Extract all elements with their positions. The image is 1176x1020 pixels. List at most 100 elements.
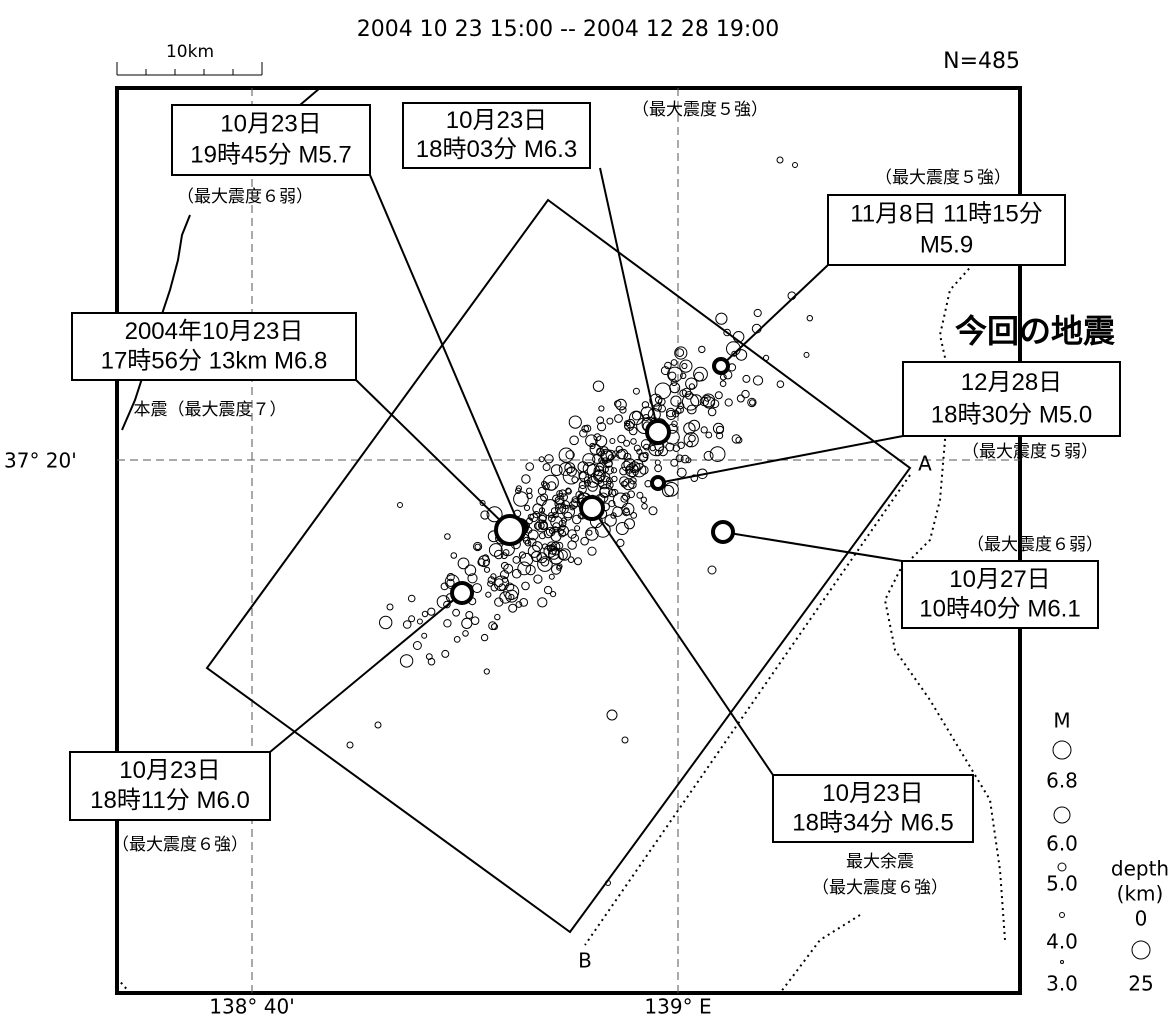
epicenter xyxy=(616,449,626,460)
callout-text: M5.9 xyxy=(920,231,973,258)
lat-label: 37° 20' xyxy=(4,449,77,473)
epicenter xyxy=(670,359,678,366)
epicenter xyxy=(585,527,599,541)
epicenter xyxy=(712,422,725,434)
epicenter xyxy=(532,510,541,519)
epicenter xyxy=(620,494,629,503)
epicenter xyxy=(665,407,676,418)
callout-box xyxy=(901,560,1099,629)
epicenter xyxy=(632,387,640,395)
epicenter xyxy=(523,504,531,511)
epicenter xyxy=(513,491,529,507)
epicenter xyxy=(753,308,762,318)
epicenter xyxy=(537,486,547,496)
intensity: （最大震度６強） xyxy=(812,878,948,898)
epicenter xyxy=(619,466,628,476)
epicenter xyxy=(589,443,601,455)
epicenter xyxy=(407,594,416,603)
intensity: （最大震度６弱） xyxy=(967,535,1103,555)
leader-line xyxy=(369,174,521,528)
leader-line xyxy=(591,507,774,776)
epicenter xyxy=(473,541,483,552)
epicenter xyxy=(457,557,470,570)
epicenter xyxy=(698,345,706,354)
epicenter xyxy=(604,465,614,475)
epicenter xyxy=(427,607,436,616)
lon-label: 139° E xyxy=(644,995,711,1019)
epicenter xyxy=(623,507,630,514)
legend-label: 5.0 xyxy=(1046,872,1078,896)
epicenter xyxy=(612,506,623,518)
callout-box xyxy=(71,312,357,381)
epicenter xyxy=(686,404,697,415)
epicenter xyxy=(572,514,582,525)
callout-text: 11月8日 11時15分 xyxy=(850,201,1043,228)
epicenter xyxy=(676,467,687,478)
epicenter xyxy=(397,502,403,508)
epicenter xyxy=(639,465,649,475)
epicenter xyxy=(664,482,679,497)
epicenter xyxy=(443,619,452,628)
epicenter xyxy=(664,361,672,370)
epicenter xyxy=(731,434,741,444)
legend-label: 4.0 xyxy=(1046,930,1078,954)
leader-line xyxy=(355,379,511,531)
legend-symbol xyxy=(1057,862,1067,872)
legend-symbol xyxy=(1131,940,1151,960)
epicenter xyxy=(621,736,629,744)
epicenter xyxy=(710,399,720,409)
epicenter xyxy=(570,534,579,543)
major-epicenter xyxy=(645,419,671,445)
epicenter xyxy=(685,377,698,390)
epicenter xyxy=(440,582,449,591)
epicenter xyxy=(620,480,628,488)
intensity: 本震（最大震度７） xyxy=(134,400,287,420)
epicenter xyxy=(716,432,724,440)
epicenter xyxy=(672,410,680,418)
epicenter xyxy=(675,454,684,463)
epicenter xyxy=(633,444,641,452)
epicenter xyxy=(556,490,563,497)
epicenter xyxy=(595,435,608,448)
epicenter xyxy=(486,506,503,523)
legend-label: 6.8 xyxy=(1046,769,1078,793)
graticule xyxy=(117,88,1020,993)
epicenter xyxy=(574,557,582,566)
intensity: （最大震度５強） xyxy=(875,168,1011,188)
epicenter xyxy=(607,488,617,498)
epicenter xyxy=(742,374,751,383)
epicenter xyxy=(537,556,553,572)
epicenter xyxy=(615,522,629,535)
epicenter xyxy=(702,396,716,409)
epicenter xyxy=(511,568,522,579)
epicenter xyxy=(537,597,548,608)
epicenter xyxy=(700,426,708,434)
legend-label: 0 xyxy=(1135,907,1148,931)
epicenter xyxy=(441,649,450,658)
epicenter xyxy=(488,543,503,557)
epicenter xyxy=(518,551,527,559)
epicenter xyxy=(636,491,644,499)
epicenter xyxy=(624,420,631,427)
epicenters xyxy=(346,156,813,886)
epicenter xyxy=(533,574,543,584)
epicenter xyxy=(715,425,725,434)
epicenter xyxy=(519,598,529,607)
epicenter xyxy=(583,424,592,433)
section-box xyxy=(205,198,912,934)
epicenter xyxy=(776,156,784,164)
epicenter xyxy=(548,514,556,523)
epicenter xyxy=(578,471,590,482)
callout-box xyxy=(402,102,591,169)
callout-text: 12月28日 xyxy=(961,369,1062,396)
epicenter xyxy=(519,552,534,567)
epicenter xyxy=(723,328,731,337)
epicenter xyxy=(611,488,619,497)
epicenter xyxy=(538,514,547,524)
epicenter xyxy=(521,581,530,591)
epicenter xyxy=(627,490,635,499)
legend-title: M xyxy=(1053,709,1070,733)
epicenter xyxy=(502,576,509,583)
epicenter xyxy=(443,600,451,609)
epicenter xyxy=(628,426,638,436)
